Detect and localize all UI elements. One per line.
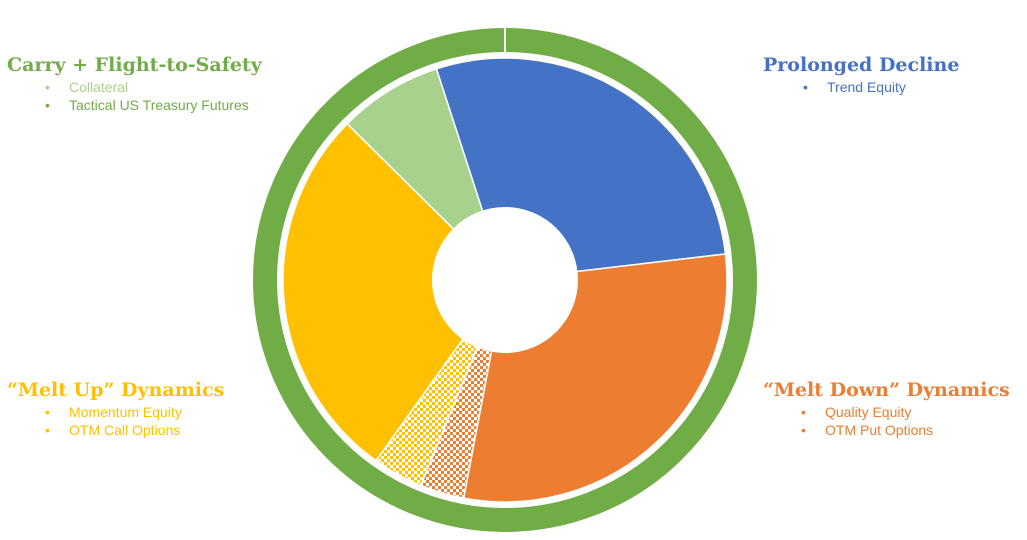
legend-title-meltdown: “Melt Down” Dynamics [763,379,1010,401]
pie-slice-melt-up [282,122,506,462]
legend-item-otm-call: • OTM Call Options [45,422,181,438]
legend-melt-down: “Melt Down” Dynamics • Quality Equity • OT… [763,379,1010,439]
legend-item-label: Trend Equity [827,79,906,95]
legend-item-label: OTM Call Options [69,422,181,438]
legend-carry-flight-to-safety: Carry + Flight-to-Safety • Collateral • Ta… [7,54,262,114]
donut-hole [432,207,578,353]
legend-title-carry: Carry + Flight-to-Safety [7,54,262,76]
legend-prolonged-decline: Prolonged Decline • Trend Equity [763,54,959,96]
legend-item-label: Tactical US Treasury Futures [69,97,249,113]
legend-title-prolonged: Prolonged Decline [763,54,960,76]
legend-melt-up: “Melt Up” Dynamics • Momentum Equity • OTM… [7,379,224,439]
legend-item-momentum-equity: • Momentum Equity [45,404,182,420]
legend-item-trend-equity: • Trend Equity [803,79,906,95]
legend-item-label: Collateral [69,79,129,95]
legend-item-otm-put: • OTM Put Options [801,422,934,438]
legend-item-label: Quality Equity [825,404,912,420]
legend-item-label: OTM Put Options [825,422,934,438]
legend-title-meltup: “Melt Up” Dynamics [7,379,225,401]
legend-item-label: Momentum Equity [69,404,182,420]
legend-item-quality-equity: • Quality Equity [801,404,912,420]
legend-item-treasury-futures: • Tactical US Treasury Futures [45,97,249,113]
legend-item-collateral: • Collateral [45,79,129,95]
